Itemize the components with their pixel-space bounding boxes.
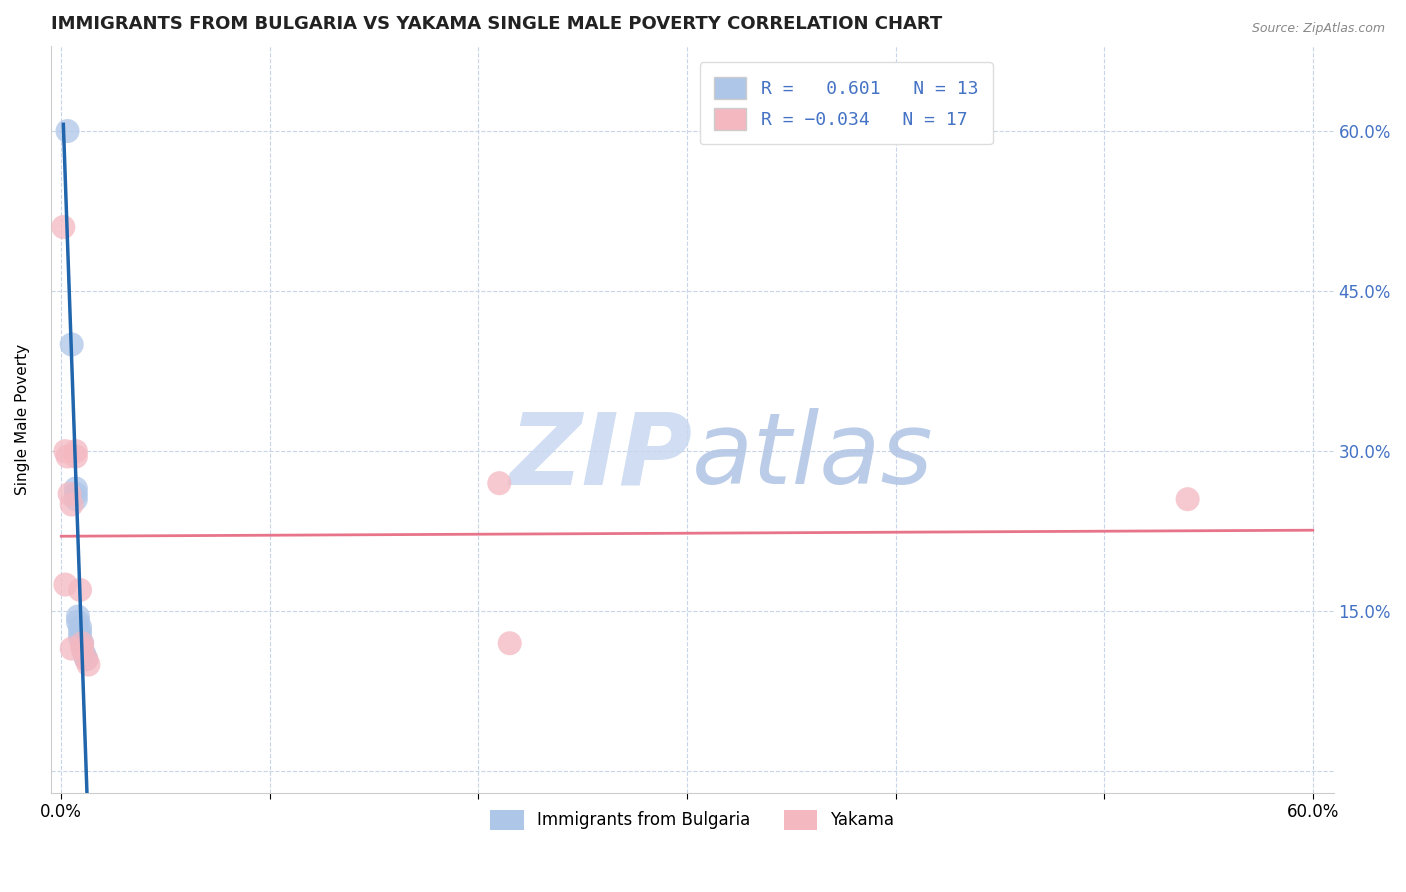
Point	[499, 636, 522, 650]
Text: ZIP: ZIP	[509, 408, 692, 505]
Text: atlas: atlas	[692, 408, 934, 505]
Point	[70, 636, 93, 650]
Point	[69, 625, 91, 640]
Y-axis label: Single Male Poverty: Single Male Poverty	[15, 343, 30, 495]
Point	[65, 492, 87, 507]
Point	[60, 498, 83, 512]
Point	[56, 450, 79, 464]
Point	[65, 482, 87, 496]
Point	[488, 476, 510, 491]
Point	[69, 631, 91, 645]
Point	[73, 647, 96, 661]
Point	[66, 615, 89, 629]
Point	[60, 337, 83, 351]
Point	[52, 220, 75, 235]
Point	[1177, 492, 1199, 507]
Point	[70, 636, 93, 650]
Point	[66, 609, 89, 624]
Point	[55, 444, 77, 458]
Point	[69, 620, 91, 634]
Point	[56, 124, 79, 138]
Text: Source: ZipAtlas.com: Source: ZipAtlas.com	[1251, 22, 1385, 36]
Point	[75, 652, 97, 666]
Text: IMMIGRANTS FROM BULGARIA VS YAKAMA SINGLE MALE POVERTY CORRELATION CHART: IMMIGRANTS FROM BULGARIA VS YAKAMA SINGL…	[51, 15, 942, 33]
Point	[65, 444, 87, 458]
Point	[70, 641, 93, 656]
Point	[65, 450, 87, 464]
Point	[69, 582, 91, 597]
Point	[55, 577, 77, 591]
Point	[59, 487, 82, 501]
Point	[60, 641, 83, 656]
Point	[65, 487, 87, 501]
Legend: Immigrants from Bulgaria, Yakama: Immigrants from Bulgaria, Yakama	[484, 803, 901, 837]
Point	[77, 657, 100, 672]
Point	[75, 652, 97, 666]
